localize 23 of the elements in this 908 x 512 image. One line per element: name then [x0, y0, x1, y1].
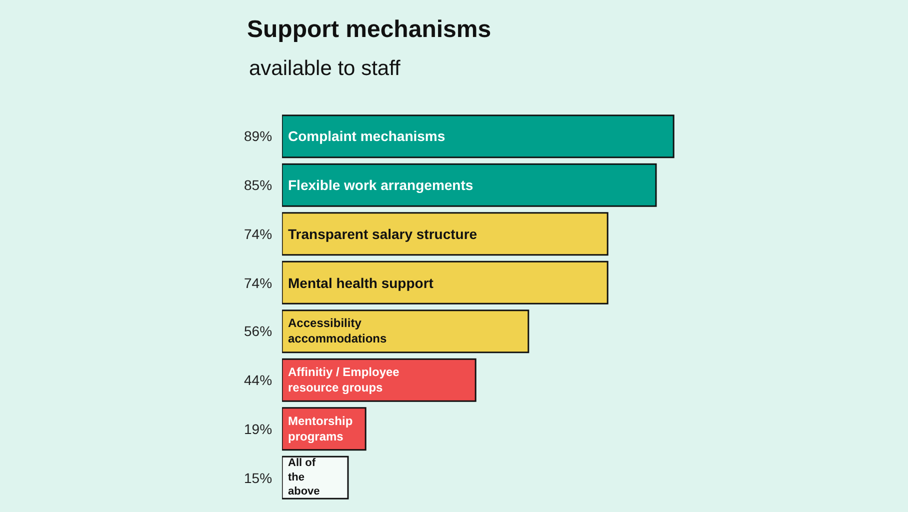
data-label: 89%: [244, 128, 272, 144]
data-label: 19%: [244, 421, 272, 437]
bar: [282, 310, 530, 354]
y-tick-label: Affinitiy / Employee resource groups: [288, 365, 400, 395]
chart-subtitle: available to staff: [249, 57, 401, 80]
bar: [282, 212, 608, 256]
bar: [282, 260, 608, 304]
bar: [282, 163, 657, 207]
data-label: 44%: [244, 372, 272, 388]
y-tick-label: Mental health support: [288, 275, 434, 291]
y-tick-label: All of the above: [288, 457, 320, 498]
data-label: 74%: [244, 275, 272, 291]
data-label: 15%: [244, 470, 272, 486]
data-label: 56%: [244, 323, 272, 339]
y-tick-label: Transparent salary structure: [288, 226, 478, 242]
chart-title: Support mechanisms: [247, 16, 492, 43]
y-tick-label: Complaint mechanisms: [288, 128, 446, 144]
y-tick-label: Accessibility accommodations: [288, 316, 388, 346]
data-label: 85%: [244, 177, 272, 193]
data-label: 74%: [244, 226, 272, 242]
y-tick-label: Flexible work arrangements: [288, 177, 474, 193]
bar: [282, 114, 674, 158]
y-tick-label: Mentorship programs: [288, 414, 353, 444]
